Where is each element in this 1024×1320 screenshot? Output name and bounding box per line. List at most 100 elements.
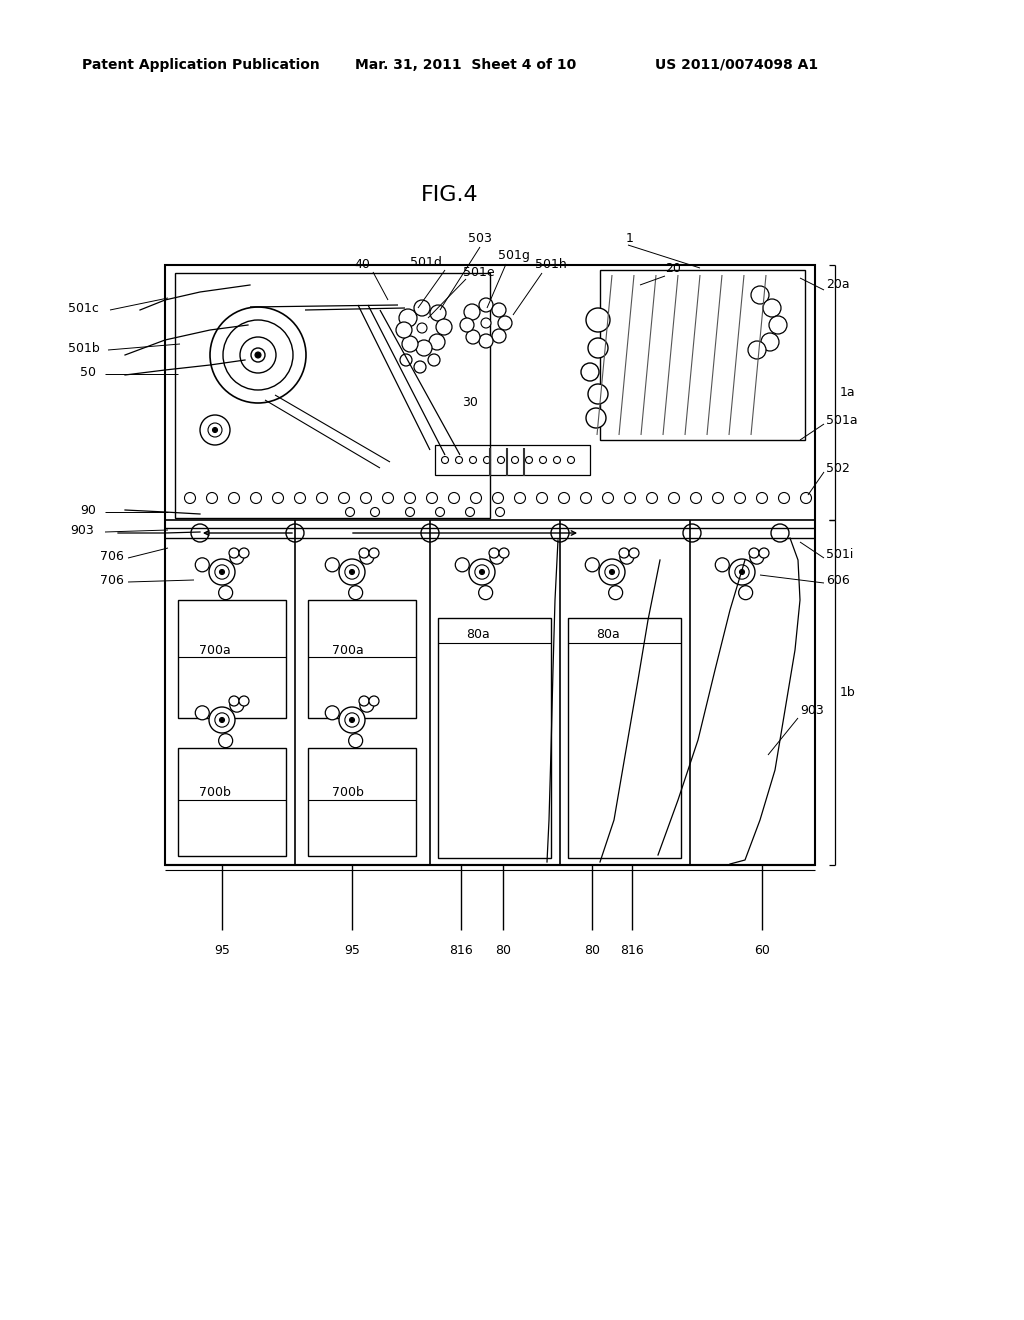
- Circle shape: [429, 334, 445, 350]
- Circle shape: [735, 565, 750, 579]
- Text: Patent Application Publication: Patent Application Publication: [82, 58, 319, 73]
- Circle shape: [483, 457, 490, 463]
- Circle shape: [609, 569, 614, 574]
- Text: 816: 816: [450, 944, 473, 957]
- Circle shape: [399, 309, 417, 327]
- Circle shape: [690, 492, 701, 503]
- Circle shape: [759, 548, 769, 558]
- Text: 20: 20: [665, 261, 681, 275]
- Circle shape: [219, 718, 224, 722]
- Circle shape: [646, 492, 657, 503]
- Circle shape: [778, 492, 790, 503]
- Circle shape: [478, 586, 493, 599]
- Circle shape: [499, 548, 509, 558]
- Circle shape: [493, 492, 504, 503]
- Circle shape: [215, 713, 229, 727]
- Circle shape: [581, 492, 592, 503]
- Circle shape: [586, 308, 610, 333]
- Circle shape: [326, 706, 339, 719]
- Text: 50: 50: [80, 366, 96, 379]
- Circle shape: [414, 360, 426, 374]
- Text: 501a: 501a: [826, 413, 858, 426]
- Text: 706: 706: [100, 549, 124, 562]
- Circle shape: [359, 548, 369, 558]
- Circle shape: [479, 334, 493, 348]
- Text: 501c: 501c: [68, 301, 99, 314]
- Circle shape: [801, 492, 811, 503]
- Bar: [175, 273, 490, 517]
- Bar: [178, 601, 286, 718]
- Circle shape: [761, 333, 779, 351]
- Circle shape: [208, 422, 222, 437]
- Text: 1: 1: [626, 231, 634, 244]
- Circle shape: [469, 457, 476, 463]
- Circle shape: [326, 558, 339, 572]
- Circle shape: [512, 457, 518, 463]
- Circle shape: [196, 706, 209, 719]
- Circle shape: [588, 384, 608, 404]
- Circle shape: [739, 569, 744, 574]
- Text: 80a: 80a: [596, 628, 620, 642]
- Circle shape: [255, 352, 261, 358]
- Text: 20a: 20a: [826, 279, 850, 292]
- Text: 903: 903: [70, 524, 94, 536]
- Circle shape: [360, 492, 372, 503]
- Circle shape: [464, 304, 480, 319]
- Circle shape: [629, 548, 639, 558]
- Circle shape: [567, 457, 574, 463]
- Circle shape: [586, 408, 606, 428]
- Circle shape: [602, 492, 613, 503]
- Bar: [438, 618, 551, 858]
- Circle shape: [599, 558, 625, 585]
- Bar: [600, 271, 805, 440]
- Circle shape: [469, 558, 495, 585]
- Circle shape: [348, 734, 362, 747]
- Circle shape: [716, 558, 729, 572]
- Circle shape: [456, 457, 463, 463]
- Circle shape: [286, 524, 304, 543]
- Circle shape: [316, 492, 328, 503]
- Circle shape: [586, 558, 599, 572]
- Circle shape: [406, 507, 415, 516]
- Bar: [435, 445, 590, 475]
- Text: 502: 502: [826, 462, 850, 474]
- Circle shape: [417, 323, 427, 333]
- Text: 700b: 700b: [199, 787, 231, 800]
- Circle shape: [345, 565, 359, 579]
- Circle shape: [456, 558, 469, 572]
- Circle shape: [466, 507, 474, 516]
- Text: 501d: 501d: [411, 256, 442, 268]
- Text: 80: 80: [584, 944, 600, 957]
- Circle shape: [749, 548, 759, 558]
- Circle shape: [525, 457, 532, 463]
- Circle shape: [421, 524, 439, 543]
- Circle shape: [239, 696, 249, 706]
- Circle shape: [479, 569, 484, 574]
- Circle shape: [369, 548, 379, 558]
- Text: 95: 95: [344, 944, 360, 957]
- Circle shape: [514, 492, 525, 503]
- Circle shape: [215, 565, 229, 579]
- Circle shape: [492, 329, 506, 343]
- Circle shape: [475, 565, 489, 579]
- Circle shape: [430, 305, 446, 321]
- Circle shape: [339, 492, 349, 503]
- Circle shape: [608, 586, 623, 599]
- Circle shape: [400, 354, 412, 366]
- Circle shape: [435, 507, 444, 516]
- Circle shape: [191, 524, 209, 543]
- Circle shape: [228, 492, 240, 503]
- Text: 1a: 1a: [840, 385, 856, 399]
- Circle shape: [416, 341, 432, 356]
- Circle shape: [751, 286, 769, 304]
- Circle shape: [272, 492, 284, 503]
- Circle shape: [470, 492, 481, 503]
- Circle shape: [345, 507, 354, 516]
- Circle shape: [349, 569, 354, 574]
- Circle shape: [219, 586, 232, 599]
- Circle shape: [219, 734, 232, 747]
- Circle shape: [669, 492, 680, 503]
- Circle shape: [738, 586, 753, 599]
- Circle shape: [713, 492, 724, 503]
- Bar: [165, 265, 815, 865]
